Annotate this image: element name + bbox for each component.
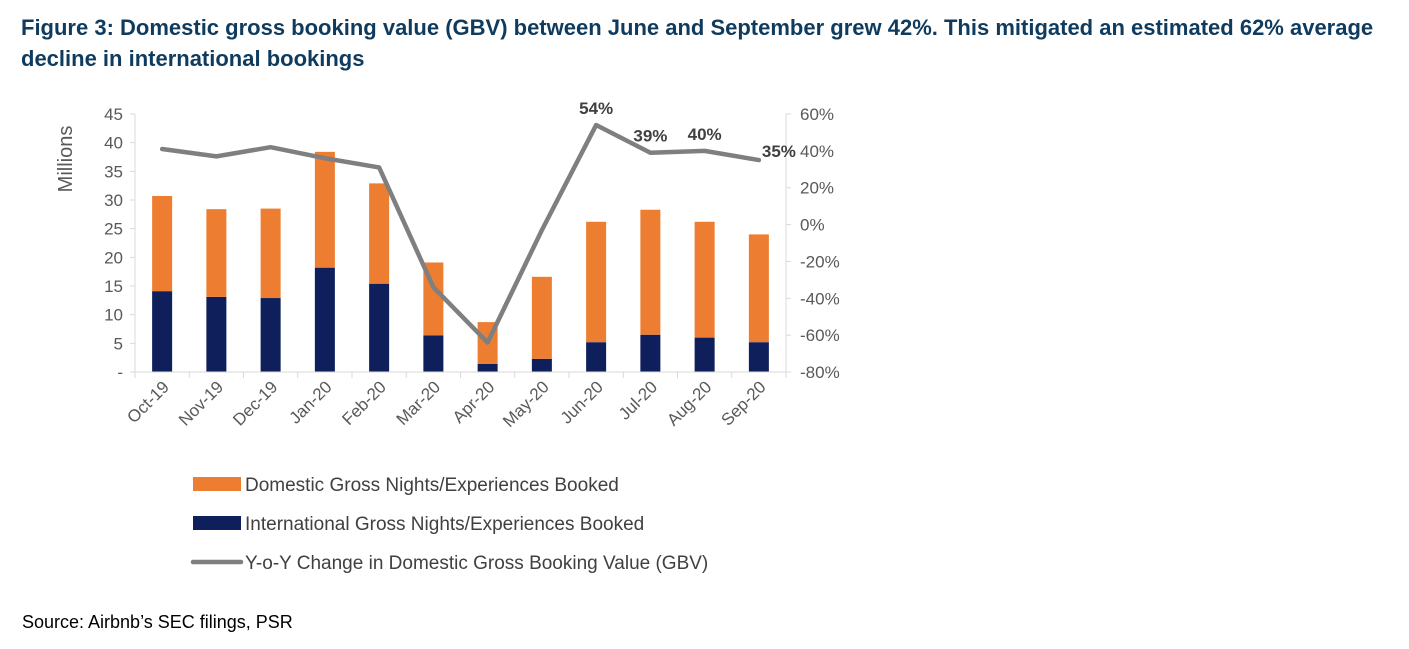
figure-title: Figure 3: Domestic gross booking value (… [21, 15, 1374, 71]
right-axis: -80% -60% -40% -20% 0% 20% 40% 60% [785, 105, 840, 382]
data-label: 54% [579, 99, 613, 118]
legend: Domestic Gross Nights/Experiences Booked… [190, 475, 708, 574]
left-tick-label: 10 [104, 306, 123, 325]
bar-international [152, 291, 173, 372]
right-tick-label: -80% [800, 363, 840, 382]
bar-domestic [640, 209, 661, 335]
left-tick-label: 30 [104, 191, 123, 210]
bar-domestic [748, 234, 769, 343]
x-tick-label: Mar-20 [393, 377, 445, 429]
yoy-series-line [159, 122, 762, 345]
source-note: Source: Airbnb’s SEC filings, PSR [22, 612, 293, 632]
x-tick-label: Nov-19 [175, 377, 227, 429]
bar-international [260, 298, 281, 372]
bar-international [423, 335, 444, 372]
data-label: 39% [633, 127, 667, 146]
bar-domestic [206, 209, 227, 297]
bar-international [369, 283, 390, 372]
right-tick-label: -40% [800, 289, 840, 308]
x-tick-label: Feb-20 [338, 377, 390, 429]
legend-label-international: International Gross Nights/Experiences B… [245, 514, 644, 535]
yoy-line [159, 122, 762, 345]
x-tick-label: Oct-19 [123, 377, 173, 427]
legend-label-yoy: Y-o-Y Change in Domestic Gross Booking V… [245, 553, 708, 574]
bar-domestic [531, 276, 552, 359]
bar-international [477, 363, 498, 372]
bar-international [206, 296, 227, 372]
data-label: 35% [762, 142, 796, 161]
right-tick-label: 0% [800, 216, 825, 235]
bar-international [694, 337, 715, 372]
bar-international [531, 358, 552, 372]
right-tick-label: 40% [800, 142, 834, 161]
data-label: 40% [688, 125, 722, 144]
left-tick-label: - [117, 363, 123, 382]
bar-international [748, 342, 769, 372]
x-tick-label: Apr-20 [449, 377, 499, 427]
bar-domestic [260, 208, 281, 299]
bar-domestic [369, 183, 390, 284]
bars [152, 151, 769, 372]
bar-domestic [586, 221, 607, 343]
left-tick-label: 15 [104, 277, 123, 296]
legend-swatch-domestic [193, 477, 241, 491]
x-tick-label: Aug-20 [663, 377, 715, 429]
x-tick-label: Jul-20 [615, 377, 661, 423]
right-tick-label: -60% [800, 326, 840, 345]
left-tick-label: 35 [104, 162, 123, 181]
left-tick-label: 45 [104, 105, 123, 124]
bar-international [586, 342, 607, 372]
x-axis: Oct-19 Nov-19 Dec-19 Jan-20 Feb-20 Mar-20 Apr-… [123, 371, 787, 431]
x-tick-label: Jan-20 [286, 377, 336, 427]
right-tick-label: 60% [800, 105, 834, 124]
left-tick-label: 5 [114, 334, 123, 353]
right-tick-label: 20% [800, 179, 834, 198]
left-tick-label: 40 [104, 134, 123, 153]
legend-swatch-international [193, 516, 241, 530]
bar-domestic [314, 151, 335, 268]
data-labels: 54% 39% 40% 35% [579, 99, 796, 161]
bar-international [314, 267, 335, 372]
right-tick-label: -20% [800, 252, 840, 271]
x-tick-label: Sep-20 [717, 377, 769, 429]
legend-label-domestic: Domestic Gross Nights/Experiences Booked [245, 475, 619, 496]
left-axis: - 5 10 15 20 25 30 35 40 45 Millions [55, 105, 136, 382]
y-axis-title: Millions [55, 126, 77, 193]
bar-domestic [694, 221, 715, 338]
x-tick-label: May-20 [499, 377, 553, 431]
x-tick-label: Jun-20 [557, 377, 607, 427]
bar-domestic [152, 195, 173, 292]
x-tick-label: Dec-19 [229, 377, 281, 429]
left-tick-label: 20 [104, 248, 123, 267]
bar-international [640, 334, 661, 372]
left-tick-label: 25 [104, 220, 123, 239]
